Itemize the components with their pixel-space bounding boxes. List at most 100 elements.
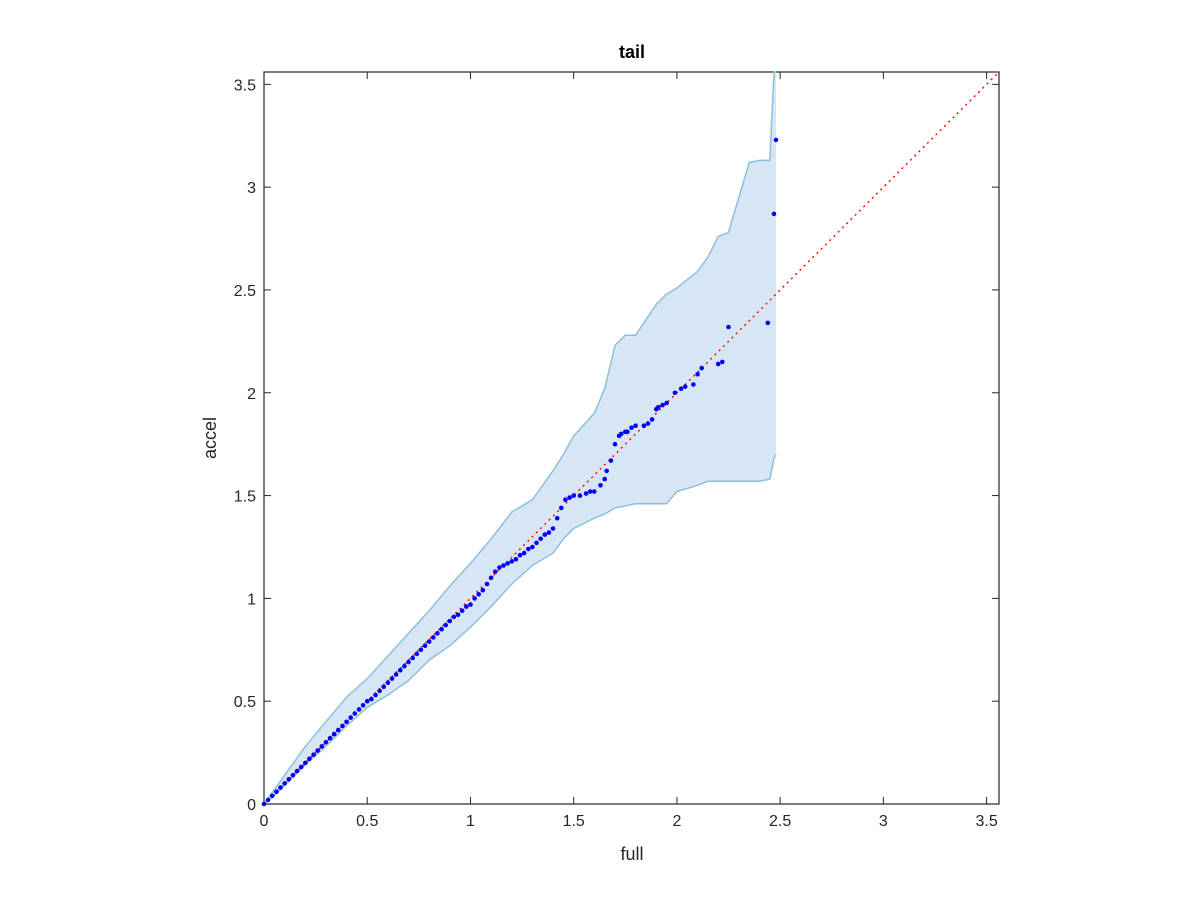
data-point — [726, 324, 731, 330]
data-point — [298, 764, 304, 770]
axes-box — [263, 71, 1000, 805]
data-point — [344, 719, 349, 725]
x-tick-label: 0 — [260, 813, 269, 830]
data-point — [265, 797, 271, 803]
data-point — [720, 359, 725, 365]
data-point — [331, 731, 337, 737]
data-point — [542, 532, 548, 537]
data-point — [497, 565, 502, 570]
chart-title: tail — [619, 42, 645, 62]
data-point — [480, 587, 486, 593]
data-point — [554, 515, 560, 521]
data-point — [323, 740, 329, 745]
data-point — [484, 581, 490, 587]
data-point — [682, 384, 688, 389]
x-tick-label: 2 — [672, 813, 681, 830]
data-point — [389, 676, 395, 681]
data-point — [282, 781, 287, 786]
data-point — [505, 561, 510, 566]
data-point — [398, 668, 403, 673]
data-point — [278, 785, 283, 790]
x-tick-label: 1 — [466, 813, 475, 830]
data-point — [509, 559, 515, 564]
data-point — [476, 592, 482, 597]
data-point — [517, 552, 523, 558]
data-point — [602, 476, 607, 482]
data-point — [604, 468, 609, 474]
y-tick-label: 0 — [247, 797, 256, 814]
reference-line — [263, 71, 1000, 805]
data-point — [303, 760, 308, 766]
data-point — [598, 483, 603, 488]
data-point — [393, 672, 399, 677]
data-point — [311, 752, 316, 757]
data-point — [435, 631, 440, 636]
data-point — [672, 390, 678, 396]
data-point — [294, 768, 300, 774]
data-point — [629, 425, 634, 431]
data-point — [286, 777, 292, 782]
data-point — [641, 423, 647, 429]
data-point — [563, 497, 568, 503]
x-tick-label: 0.5 — [356, 813, 378, 830]
data-point — [319, 744, 325, 749]
data-point — [645, 421, 651, 426]
data-point — [410, 655, 416, 661]
y-tick-label: 2.5 — [234, 283, 256, 300]
data-point — [364, 698, 370, 704]
data-point — [546, 530, 552, 535]
data-point — [773, 137, 779, 143]
data-point — [633, 423, 638, 429]
data-point — [550, 526, 556, 531]
data-point — [270, 793, 275, 799]
data-point — [612, 441, 618, 447]
data-point — [373, 692, 378, 698]
data-point — [625, 429, 630, 435]
data-point — [451, 614, 457, 620]
data-point — [488, 575, 494, 581]
data-point — [472, 596, 477, 601]
data-point — [587, 489, 593, 494]
data-point — [567, 495, 572, 500]
data-point — [377, 688, 382, 694]
data-point — [513, 557, 519, 562]
data-point — [418, 647, 424, 653]
y-axis-label: accel — [200, 417, 220, 459]
data-point — [468, 602, 473, 607]
data-point — [592, 489, 597, 494]
data-point — [530, 544, 535, 550]
confidence-band — [264, 72, 776, 804]
data-point — [678, 386, 684, 392]
x-tick-label: 1.5 — [563, 813, 585, 830]
data-point — [315, 748, 321, 753]
y-tick-label: 3.5 — [234, 77, 256, 94]
data-point — [447, 618, 453, 624]
data-point — [492, 569, 498, 574]
data-point — [660, 402, 665, 408]
data-point — [695, 372, 700, 377]
data-point — [431, 635, 436, 640]
x-tick-label: 3.5 — [975, 813, 997, 830]
x-tick-label: 2.5 — [769, 813, 791, 830]
data-point — [360, 703, 366, 708]
data-point — [414, 651, 420, 657]
data-point — [538, 536, 543, 542]
data-point — [385, 680, 391, 685]
data-point — [608, 458, 614, 463]
data-point — [771, 211, 777, 217]
data-point — [559, 505, 564, 511]
data-point — [356, 707, 362, 712]
data-point — [699, 365, 704, 371]
data-point — [521, 550, 527, 556]
data-point — [455, 612, 461, 618]
band-lower-edge — [263, 454, 777, 805]
data-point — [534, 540, 539, 546]
data-point — [336, 727, 341, 733]
data-point — [464, 604, 469, 609]
data-point — [656, 404, 661, 410]
data-point — [577, 493, 583, 498]
data-point — [422, 643, 428, 648]
data-point — [307, 756, 312, 762]
data-point — [402, 663, 407, 669]
